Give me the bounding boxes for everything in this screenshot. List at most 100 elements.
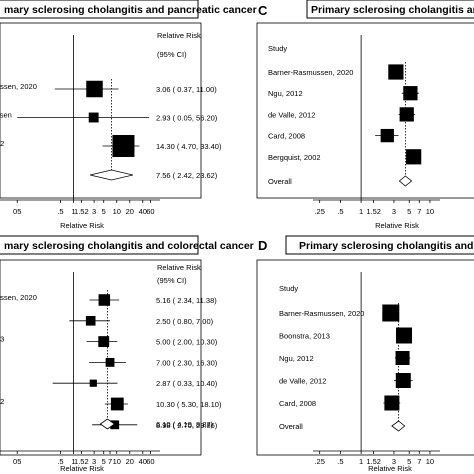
study-label: de Valle, 2012	[268, 110, 315, 119]
study-ci-label: 5.00 ( 2.00, 10.30)	[156, 338, 218, 347]
forest-panel: Primary sclerosing cholangitis and total…	[256, 0, 474, 230]
study-marker	[98, 336, 110, 348]
study-ci-label: 2.93 ( 0.05, 56.20)	[156, 114, 218, 123]
overall-diamond	[90, 169, 133, 181]
column-header: Relative Risk	[157, 31, 201, 40]
column-header: Relative Risk	[157, 263, 201, 272]
study-ci-label: 14.30 ( 4.70, 33.40)	[156, 142, 222, 151]
x-tick-label: 7	[108, 457, 112, 466]
x-tick-label: .5	[337, 207, 343, 216]
x-tick-label: 1.52	[74, 207, 89, 216]
panel-border	[0, 22, 202, 199]
x-tick-label: 1	[71, 457, 75, 466]
overall-label: Overall	[268, 177, 292, 186]
panel-title: Primary sclerosing cholangitis and total…	[311, 4, 474, 16]
overall-ci-label: 7.56 ( 2.42, 23.62)	[156, 171, 218, 180]
x-tick-label: 10	[113, 457, 121, 466]
x-axis-label: Relative Risk	[368, 464, 412, 473]
overall-ci-label: 6.10 ( 4.19, 8.87)	[156, 420, 214, 429]
study-header: Study	[279, 284, 298, 293]
x-tick-label: 5	[407, 207, 411, 216]
study-marker	[89, 379, 97, 387]
column-subheader: (95% CI)	[157, 50, 187, 59]
x-tick-label: 10	[113, 207, 121, 216]
study-marker	[403, 86, 418, 101]
study-marker	[382, 304, 400, 322]
x-tick-label: 1.52	[74, 457, 89, 466]
x-tick-label: 1	[359, 207, 363, 216]
forest-panel: Primary sclerosing cholangitis and all-c…	[256, 235, 474, 473]
panel-title: mary sclerosing cholangitis and colorect…	[4, 240, 254, 252]
x-tick-label: 3	[392, 457, 396, 466]
study-label: Card, 2008	[279, 399, 316, 408]
overall-label: Overall	[279, 422, 303, 431]
study-label: Card, 2008	[268, 132, 305, 141]
study-ci-label: 5.16 ( 2.34, 11.38)	[156, 296, 217, 305]
study-marker	[85, 316, 96, 326]
study-label: Boonstra, 2013	[279, 332, 330, 341]
x-tick-label: 05	[13, 207, 21, 216]
study-ci-label: 8.98 ( 2.70, 29.86)	[156, 421, 218, 430]
column-subheader: (95% CI)	[157, 276, 187, 285]
x-tick-label: 3	[92, 457, 96, 466]
panel-title-box	[285, 235, 474, 255]
panel-title-box	[0, 0, 199, 19]
x-tick-label: 1	[71, 207, 75, 216]
study-marker	[105, 358, 115, 367]
x-tick-label: 3	[92, 207, 96, 216]
study-marker	[395, 351, 410, 365]
x-axis-label: Relative Risk	[60, 221, 104, 230]
x-tick-label: 1.52	[366, 457, 381, 466]
study-marker	[399, 107, 414, 122]
study-label: 02	[0, 139, 4, 148]
study-marker	[396, 327, 413, 344]
x-tick-label: 7	[417, 457, 421, 466]
x-tick-label: .25	[314, 457, 324, 466]
study-marker	[395, 373, 411, 388]
x-tick-label: 7	[417, 207, 421, 216]
forest-panel: mary sclerosing cholangitis and pancreat…	[0, 0, 257, 230]
x-tick-label: .5	[337, 457, 343, 466]
x-tick-label: .5	[57, 207, 63, 216]
x-tick-label: 40	[139, 457, 147, 466]
panel-letter: C	[258, 3, 268, 18]
x-tick-label: 1	[359, 457, 363, 466]
study-marker	[98, 294, 111, 306]
study-label: Bergquist, 2002	[268, 153, 321, 162]
x-tick-label: 60	[146, 207, 154, 216]
x-axis-label: Relative Risk	[60, 464, 104, 473]
study-marker	[86, 80, 103, 98]
x-tick-label: 5	[102, 207, 106, 216]
study-label: 13	[0, 335, 4, 344]
study-ci-label: 2.87 ( 0.33, 10.40)	[156, 379, 218, 388]
x-tick-label: 5	[102, 457, 106, 466]
study-marker	[380, 128, 394, 143]
study-ci-label: 7.00 ( 2.30, 16.30)	[156, 358, 218, 367]
study-marker	[110, 420, 120, 430]
study-label: ssen	[0, 111, 12, 120]
panel-border	[0, 259, 202, 456]
x-tick-label: 3	[392, 207, 396, 216]
overall-diamond	[398, 175, 413, 187]
panel-title-box	[306, 0, 474, 19]
x-tick-label: 05	[13, 457, 21, 466]
x-tick-label: 5	[407, 457, 411, 466]
panel-title: Primary sclerosing cholangitis and all-c…	[299, 240, 474, 252]
study-ci-label: 2.50 ( 0.80, 7.00)	[156, 317, 214, 326]
x-axis-label: Relative Risk	[375, 221, 419, 230]
overall-diamond	[99, 418, 116, 430]
panel-border	[256, 259, 474, 456]
forest-panel: mary sclerosing cholangitis and colorect…	[0, 235, 254, 473]
overall-diamond	[391, 420, 406, 432]
study-marker	[388, 64, 404, 80]
study-ci-label: 3.06 ( 0.37, 11.00)	[156, 85, 217, 94]
study-label: ussen, 2020	[0, 293, 37, 302]
x-tick-label: 40	[139, 207, 147, 216]
x-tick-label: 20	[126, 457, 134, 466]
study-header: Study	[268, 44, 287, 53]
study-label: 02	[0, 397, 4, 406]
x-tick-label: 60	[146, 457, 154, 466]
study-label: Ngu, 2012	[279, 354, 314, 363]
study-label: ussen, 2020	[0, 82, 37, 91]
